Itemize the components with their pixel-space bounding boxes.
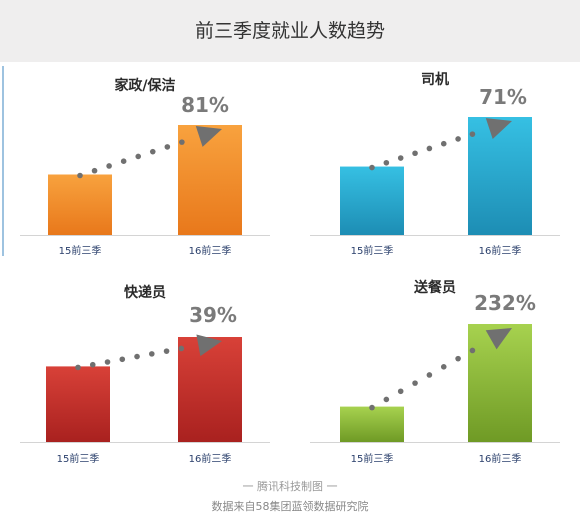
bar-2015 <box>48 174 112 235</box>
trend-arrowhead <box>196 334 222 357</box>
tick-label: 16前三季 <box>479 244 522 257</box>
trend-dots <box>369 131 476 171</box>
chart-panel-courier: 快递员 15前三季 16前三季 39% <box>0 272 290 472</box>
growth-label: 71% <box>479 85 527 109</box>
tick-label: 16前三季 <box>189 452 232 465</box>
chart-panel-delivery: 送餐员 15前三季 16前三季 232% <box>290 272 580 472</box>
bar-2015 <box>340 406 404 442</box>
growth-label: 81% <box>181 93 229 117</box>
tick-label: 15前三季 <box>57 452 100 465</box>
trend-arrowhead <box>485 328 512 350</box>
chart-title: 送餐员 <box>413 279 456 296</box>
tick-label: 15前三季 <box>59 244 102 257</box>
footer-credit: 一 腾讯科技制图 一 <box>242 480 338 493</box>
growth-label: 39% <box>189 303 237 327</box>
bar-2016 <box>468 117 532 235</box>
bar-2015 <box>46 366 110 442</box>
chart-title: 快递员 <box>124 284 166 301</box>
bar-2016 <box>178 337 242 442</box>
tick-label: 15前三季 <box>351 452 394 465</box>
trend-dots <box>75 345 185 371</box>
bar-2016 <box>178 125 242 235</box>
page-title: 前三季度就业人数趋势 <box>194 20 385 42</box>
tick-label: 16前三季 <box>479 452 522 465</box>
chart-svg: 司机 15前三季 16前三季 71% <box>310 71 560 257</box>
trend-dots <box>77 139 185 179</box>
tick-label: 16前三季 <box>189 244 232 257</box>
chart-svg: 快递员 15前三季 16前三季 39% <box>20 284 270 465</box>
bar-2015 <box>340 166 404 235</box>
chart-svg: 送餐员 15前三季 16前三季 232% <box>310 279 560 465</box>
trend-arrowhead <box>485 118 512 139</box>
chart-title: 司机 <box>421 71 449 88</box>
trend-dots <box>369 347 476 411</box>
chart-svg: 家政/保洁 15前三季 16前三季 81% <box>20 77 270 257</box>
header-bar: 前三季度就业人数趋势 <box>0 0 580 62</box>
growth-label: 232% <box>474 291 536 315</box>
footer-source: 数据来自58集团蓝领数据研究院 <box>211 500 369 513</box>
trend-arrowhead <box>195 126 222 147</box>
left-divider <box>2 66 4 256</box>
chart-panel-housekeeping: 家政/保洁 15前三季 16前三季 81% <box>0 62 290 262</box>
chart-panel-driver: 司机 15前三季 16前三季 71% <box>290 62 580 262</box>
tick-label: 15前三季 <box>351 244 394 257</box>
chart-title: 家政/保洁 <box>114 77 175 94</box>
